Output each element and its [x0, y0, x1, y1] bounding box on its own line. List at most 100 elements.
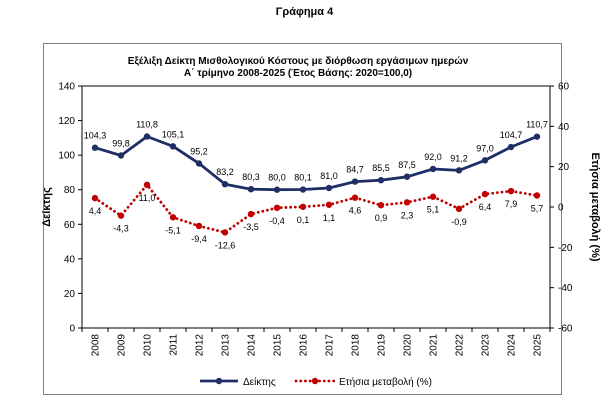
y2-tick-label: -40 — [558, 283, 573, 294]
index-data-label: 80,0 — [268, 173, 286, 183]
change-data-label: -5,1 — [165, 225, 181, 235]
change-point — [169, 214, 177, 221]
y-tick-label: 20 — [64, 289, 76, 300]
x-tick-label: 2019 — [377, 334, 388, 357]
x-tick-label: 2008 — [91, 334, 102, 357]
change-data-label: 4,6 — [349, 206, 362, 216]
legend-index-marker — [215, 377, 223, 385]
change-point — [117, 212, 125, 219]
change-data-label: 0,1 — [297, 215, 310, 225]
index-point — [481, 157, 489, 164]
index-data-label: 80,3 — [242, 172, 260, 182]
x-tick-label: 2018 — [351, 334, 362, 357]
change-data-label: 6,4 — [479, 202, 492, 212]
index-point — [143, 133, 151, 140]
index-data-label: 105,1 — [162, 129, 185, 139]
change-data-label: -4,3 — [113, 224, 129, 234]
index-data-label: 104,7 — [500, 130, 523, 140]
x-tick-label: 2022 — [455, 334, 466, 357]
change-data-label: 2,3 — [401, 210, 414, 220]
change-series-line — [93, 183, 539, 234]
y-tick-label: 100 — [58, 151, 75, 162]
change-point — [143, 181, 151, 189]
change-point — [507, 187, 515, 195]
x-tick-label: 2015 — [273, 334, 284, 357]
index-data-label: 87,5 — [398, 160, 416, 170]
x-tick-label: 2011 — [169, 334, 180, 356]
index-data-label: 81,0 — [320, 171, 338, 181]
index-point — [351, 178, 359, 185]
y2-axis-title: Ετήσια μεταβολή (%) — [589, 152, 601, 261]
x-tick-label: 2020 — [403, 334, 414, 357]
change-data-label: -9,4 — [191, 234, 207, 244]
index-data-label: 97,0 — [476, 143, 494, 153]
chart-frame — [43, 43, 562, 395]
index-data-label: 104,3 — [84, 131, 107, 141]
y-tick-label: 60 — [64, 220, 76, 231]
change-point — [351, 194, 359, 201]
index-point — [299, 186, 307, 193]
chart-title-line1: Εξέλιξη Δείκτη Μισθολογικού Κόστους με δ… — [128, 56, 469, 67]
x-tick-label: 2014 — [247, 334, 258, 357]
y2-tick-label: 40 — [558, 122, 570, 133]
change-data-label: 5,1 — [427, 205, 440, 215]
change-data-label: 11,0 — [139, 193, 156, 203]
y-tick-label: 120 — [58, 116, 75, 127]
change-point — [91, 194, 99, 202]
x-tick-label: 2010 — [143, 334, 154, 357]
change-point — [429, 193, 437, 200]
change-point — [221, 229, 229, 236]
legend-change-marker — [311, 377, 319, 385]
index-data-label: 110,8 — [136, 119, 158, 129]
legend-change-label: Ετήσια μεταβολή (%) — [339, 376, 432, 388]
index-point — [429, 165, 437, 173]
index-data-label: 95,2 — [190, 146, 208, 156]
x-tick-label: 2021 — [429, 334, 440, 357]
plot-area: 0 20 40 60 80 100 120 140 -60 -40 -20 0 20 40 60 2008 20… — [41, 82, 601, 389]
index-data-label: 99,8 — [112, 138, 130, 148]
change-point — [455, 205, 463, 213]
y-tick-label: 0 — [69, 324, 75, 335]
index-point — [169, 143, 177, 150]
change-point — [325, 201, 333, 208]
index-data-label: 110,7 — [526, 120, 548, 130]
x-tick-label: 2009 — [117, 334, 128, 357]
x-tick-label: 2025 — [533, 334, 544, 357]
x-tick-label: 2017 — [325, 334, 336, 357]
change-data-label: 0,9 — [375, 213, 388, 223]
y-tick-label: 140 — [58, 82, 75, 93]
change-point — [377, 201, 385, 209]
change-data-label: -0,9 — [451, 217, 467, 227]
y2-tick-label: 0 — [558, 203, 564, 214]
index-point — [117, 152, 125, 159]
index-point — [377, 177, 385, 184]
x-tick-label: 2012 — [195, 334, 206, 357]
change-data-label: -3,5 — [243, 222, 259, 232]
change-data-label: 7,9 — [505, 199, 518, 209]
figure-title: Γράφημα 4 — [275, 6, 334, 18]
index-point — [455, 167, 463, 174]
index-data-label: 83,2 — [216, 167, 234, 177]
x-tick-label: 2024 — [507, 334, 518, 357]
index-data-label: 91,2 — [450, 153, 468, 163]
change-data-label: -0,4 — [269, 216, 285, 226]
change-data-label: -12,6 — [215, 240, 236, 250]
index-point — [403, 173, 411, 180]
index-point — [533, 133, 541, 140]
change-point — [273, 204, 281, 212]
index-point — [195, 160, 203, 167]
x-tick-label: 2016 — [299, 334, 310, 357]
index-point — [221, 180, 229, 188]
index-data-label: 92,0 — [424, 152, 442, 162]
change-point — [533, 192, 541, 199]
change-point — [195, 222, 203, 230]
index-data-label: 84,7 — [346, 165, 364, 175]
index-point — [247, 185, 255, 193]
change-point — [403, 199, 411, 206]
y2-tick-label: -60 — [558, 324, 573, 335]
index-point — [91, 144, 99, 151]
y2-tick-label: -20 — [558, 243, 573, 254]
x-tick-label: 2023 — [481, 334, 492, 357]
y2-tick-label: 20 — [558, 162, 570, 173]
